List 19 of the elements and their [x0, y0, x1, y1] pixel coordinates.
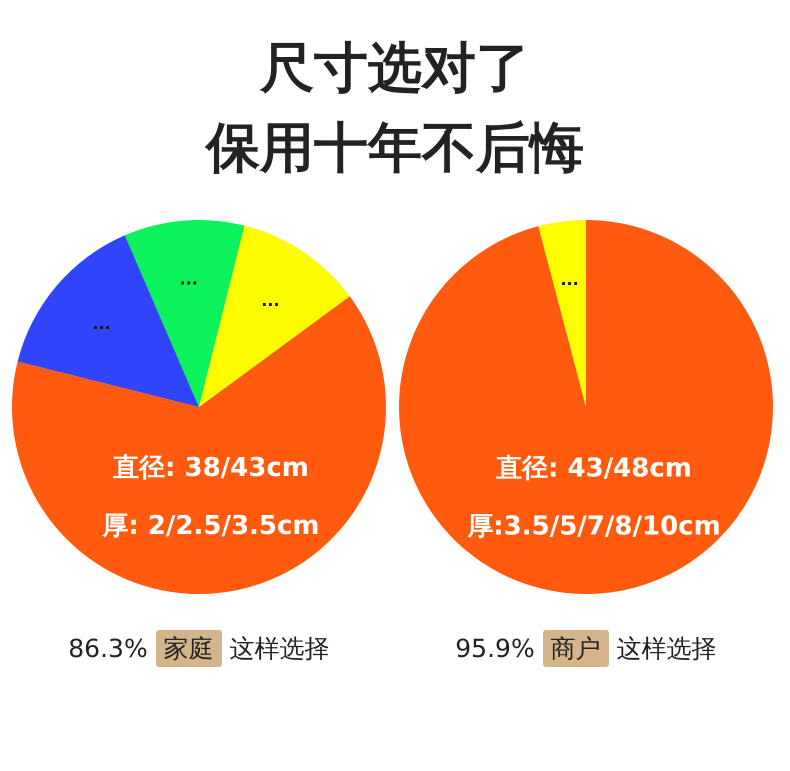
slice-label: ...	[92, 314, 111, 334]
text: 95.9%	[455, 634, 535, 663]
slice-label: 直径: 43/48cm 厚:3.5/5/7/8/10cm	[466, 453, 721, 542]
slice-label: 直径: 38/43cm 厚: 2/2.5/3.5cm	[101, 452, 320, 541]
slice-label: ...	[560, 270, 579, 290]
pie-slice	[199, 226, 350, 407]
text: 商户	[542, 630, 609, 667]
pie-slice	[12, 296, 386, 594]
text: 这样选择	[616, 633, 717, 665]
pie-slice	[399, 220, 773, 594]
pie-slice	[18, 235, 199, 407]
pie-slice	[124, 220, 245, 407]
text: 86.3%	[68, 634, 148, 663]
text: 家庭	[156, 630, 222, 667]
text: 这样选择	[230, 633, 330, 665]
slice-label: ...	[180, 269, 198, 288]
pie-slice	[538, 220, 586, 407]
slice-label: ...	[261, 290, 280, 310]
chart-title: 尺寸选对了保用十年不后悔	[204, 35, 585, 181]
